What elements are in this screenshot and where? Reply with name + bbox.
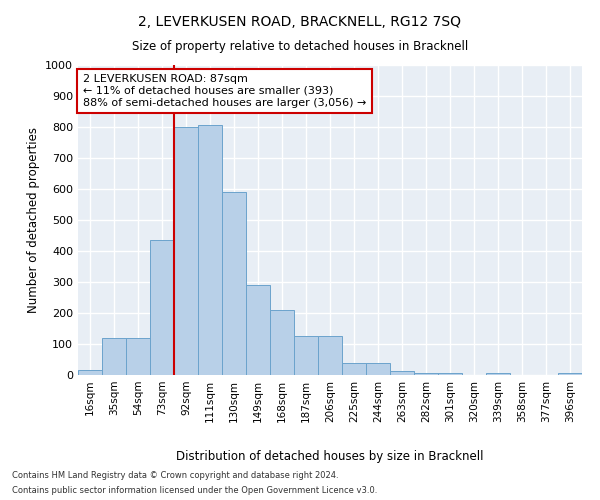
Bar <box>318 336 342 375</box>
Text: 2 LEVERKUSEN ROAD: 87sqm
← 11% of detached houses are smaller (393)
88% of semi-: 2 LEVERKUSEN ROAD: 87sqm ← 11% of detach… <box>83 74 367 108</box>
Bar <box>366 362 390 375</box>
Bar <box>270 310 294 375</box>
Bar <box>102 338 126 375</box>
Text: 2, LEVERKUSEN ROAD, BRACKNELL, RG12 7SQ: 2, LEVERKUSEN ROAD, BRACKNELL, RG12 7SQ <box>139 15 461 29</box>
Bar <box>246 285 270 375</box>
Bar <box>198 126 222 375</box>
Text: Contains public sector information licensed under the Open Government Licence v3: Contains public sector information licen… <box>12 486 377 495</box>
Bar <box>486 372 510 375</box>
Bar <box>558 372 582 375</box>
Bar <box>342 362 366 375</box>
Bar <box>414 372 438 375</box>
Text: Contains HM Land Registry data © Crown copyright and database right 2024.: Contains HM Land Registry data © Crown c… <box>12 471 338 480</box>
Bar <box>294 336 318 375</box>
Text: Distribution of detached houses by size in Bracknell: Distribution of detached houses by size … <box>176 450 484 463</box>
Bar <box>126 338 150 375</box>
Text: Size of property relative to detached houses in Bracknell: Size of property relative to detached ho… <box>132 40 468 53</box>
Y-axis label: Number of detached properties: Number of detached properties <box>26 127 40 313</box>
Bar <box>390 371 414 375</box>
Bar <box>150 240 174 375</box>
Bar <box>222 192 246 375</box>
Bar <box>78 370 102 375</box>
Bar <box>438 372 462 375</box>
Bar <box>174 127 198 375</box>
